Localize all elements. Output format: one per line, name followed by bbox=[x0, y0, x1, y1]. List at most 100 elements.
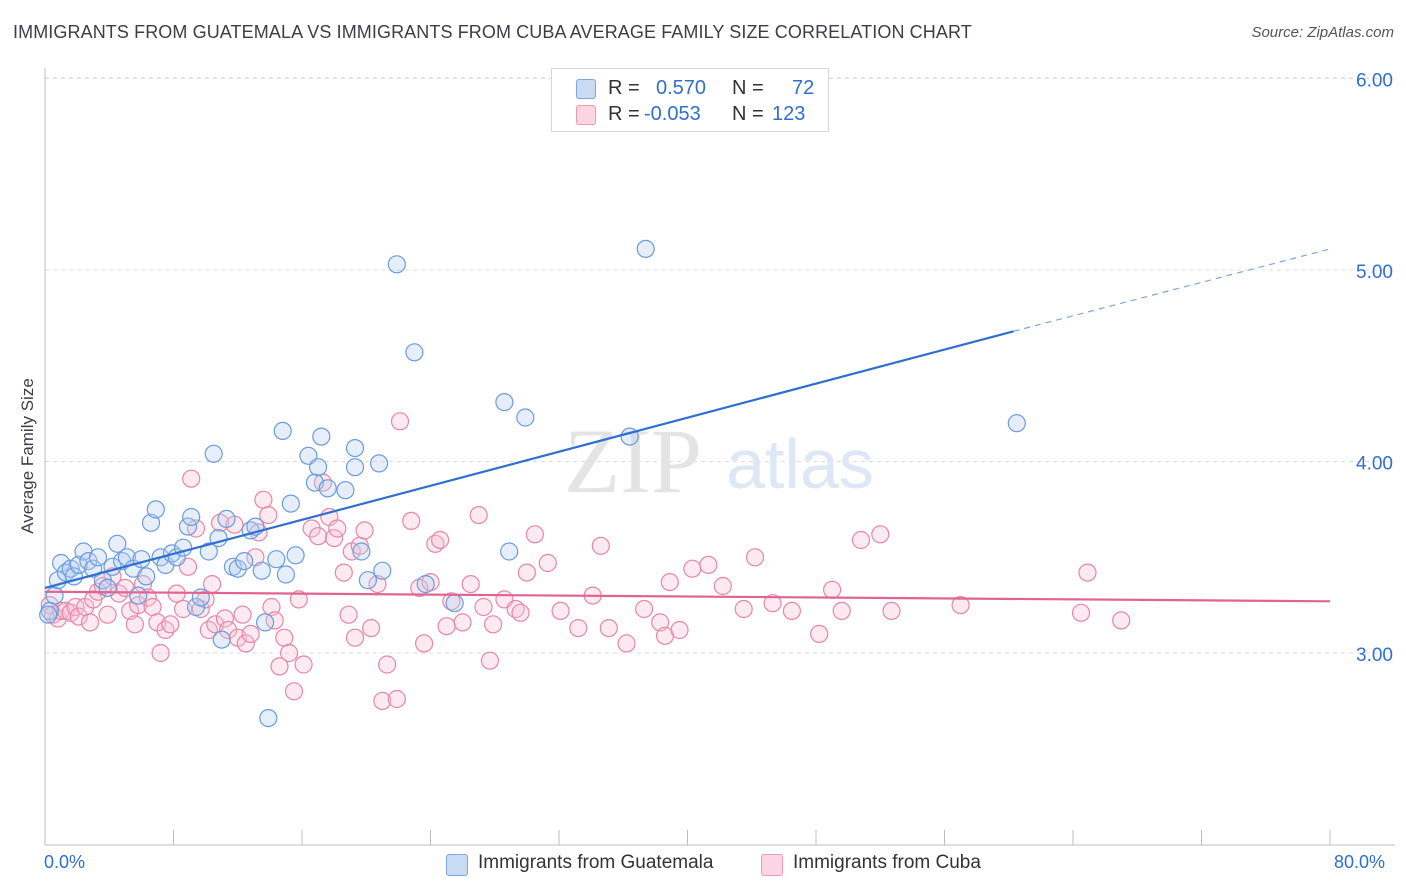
trend-lines bbox=[44, 248, 1331, 603]
point-guatemala bbox=[416, 574, 435, 594]
point-cuba bbox=[474, 597, 493, 617]
point-guatemala bbox=[69, 555, 88, 575]
point-cuba bbox=[1112, 611, 1131, 630]
legend-r-label: R = bbox=[608, 77, 640, 99]
point-cuba bbox=[699, 555, 718, 575]
point-cuba bbox=[98, 605, 117, 624]
point-guatemala bbox=[228, 559, 247, 578]
point-cuba bbox=[431, 530, 450, 550]
point-guatemala bbox=[267, 550, 286, 569]
legend-n-value: 72 bbox=[792, 77, 815, 99]
point-cuba bbox=[215, 609, 234, 628]
legend-n-label: N = bbox=[732, 103, 764, 125]
point-cuba bbox=[713, 576, 732, 596]
point-guatemala bbox=[387, 255, 406, 274]
point-cuba bbox=[129, 595, 148, 615]
y-tick-label: 3.00 bbox=[1356, 645, 1393, 666]
point-cuba bbox=[241, 624, 260, 644]
point-cuba bbox=[151, 643, 170, 663]
point-cuba bbox=[442, 592, 461, 611]
point-cuba bbox=[480, 651, 499, 670]
point-cuba bbox=[782, 601, 802, 621]
point-guatemala bbox=[191, 588, 210, 607]
point-guatemala bbox=[1007, 414, 1026, 433]
point-guatemala bbox=[370, 454, 389, 473]
point-guatemala bbox=[132, 550, 151, 569]
point-cuba bbox=[66, 597, 85, 617]
point-cuba bbox=[617, 634, 636, 653]
point-cuba bbox=[236, 634, 255, 653]
point-guatemala bbox=[352, 542, 371, 561]
series-cuba-points bbox=[40, 412, 1131, 711]
point-cuba bbox=[634, 599, 654, 619]
y-tick-label: 6.00 bbox=[1356, 71, 1393, 92]
point-guatemala bbox=[336, 481, 355, 500]
point-guatemala bbox=[286, 546, 305, 565]
point-cuba bbox=[328, 519, 347, 538]
point-cuba bbox=[415, 634, 434, 653]
point-cuba bbox=[289, 590, 308, 609]
point-cuba bbox=[233, 605, 252, 624]
point-guatemala bbox=[445, 594, 464, 613]
point-guatemala bbox=[146, 500, 165, 519]
point-cuba bbox=[591, 536, 610, 555]
point-guatemala bbox=[516, 408, 535, 427]
point-guatemala bbox=[98, 578, 117, 598]
point-cuba bbox=[437, 617, 456, 636]
point-cuba bbox=[156, 620, 175, 640]
point-guatemala bbox=[88, 548, 108, 567]
point-guatemala bbox=[312, 427, 331, 446]
point-cuba bbox=[270, 657, 289, 676]
point-guatemala bbox=[373, 561, 392, 580]
point-guatemala bbox=[39, 605, 58, 624]
point-guatemala bbox=[309, 458, 328, 477]
point-cuba bbox=[355, 521, 374, 540]
point-cuba bbox=[1078, 563, 1097, 582]
point-cuba bbox=[143, 597, 162, 617]
point-cuba bbox=[453, 613, 472, 632]
point-guatemala bbox=[204, 444, 223, 463]
point-cuba bbox=[80, 613, 100, 632]
point-guatemala bbox=[495, 393, 514, 412]
point-cuba bbox=[368, 574, 387, 594]
point-guatemala bbox=[182, 507, 201, 527]
point-cuba bbox=[469, 505, 488, 525]
point-cuba bbox=[670, 620, 689, 640]
y-tick-label: 4.00 bbox=[1356, 454, 1393, 475]
legend-r-value: -0.053 bbox=[644, 103, 701, 125]
point-cuba bbox=[69, 607, 88, 626]
source-credit: Source: ZipAtlas.com bbox=[1251, 24, 1394, 41]
legend-swatch-guatemala bbox=[576, 79, 596, 99]
bottom-legend-label-guatemala: Immigrants from Guatemala bbox=[478, 852, 714, 873]
point-guatemala bbox=[178, 517, 198, 536]
point-guatemala bbox=[500, 542, 519, 561]
legend-r-value: 0.570 bbox=[656, 77, 707, 99]
point-guatemala bbox=[45, 586, 64, 605]
point-cuba bbox=[822, 580, 842, 599]
point-cuba bbox=[734, 599, 753, 619]
trend-line-guatemala-extrapolated bbox=[1013, 248, 1331, 332]
point-guatemala bbox=[129, 586, 148, 605]
point-guatemala bbox=[199, 542, 218, 561]
point-cuba bbox=[832, 601, 851, 621]
point-cuba bbox=[511, 603, 530, 622]
point-guatemala bbox=[217, 509, 236, 529]
point-cuba bbox=[745, 548, 765, 567]
point-cuba bbox=[275, 628, 294, 647]
point-cuba bbox=[538, 553, 557, 573]
point-guatemala bbox=[186, 597, 206, 617]
y-tick-labels: 3.00 4.00 5.00 6.00 bbox=[1356, 71, 1393, 667]
bottom-legend-swatch-cuba bbox=[761, 854, 783, 876]
point-cuba bbox=[461, 574, 480, 594]
point-guatemala bbox=[256, 613, 275, 632]
point-guatemala bbox=[405, 343, 424, 362]
point-cuba bbox=[871, 525, 890, 544]
point-cuba bbox=[882, 601, 901, 621]
point-guatemala bbox=[276, 565, 295, 584]
point-cuba bbox=[525, 525, 545, 544]
point-cuba bbox=[294, 655, 313, 674]
point-cuba bbox=[259, 505, 278, 525]
point-cuba bbox=[345, 628, 365, 647]
point-guatemala bbox=[108, 534, 127, 553]
point-cuba bbox=[362, 618, 381, 638]
